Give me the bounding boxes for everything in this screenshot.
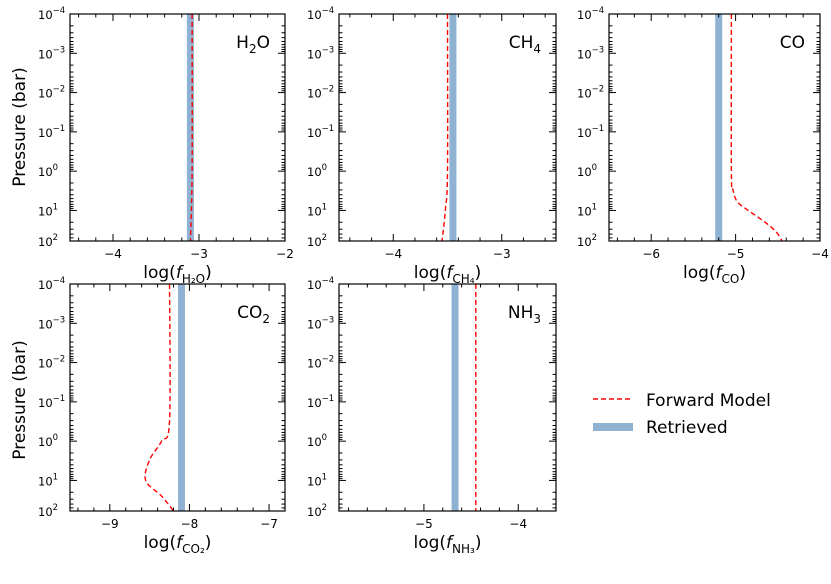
x-tick-label: −5 [727,247,745,261]
y-tick-label: 10−1 [307,394,334,410]
species-title: CO [780,33,805,53]
y-tick-label: 10−2 [307,85,334,101]
panel-co: −6 −5 −4 10−4 10−3 10−2 10−1 100 101 102 CO log(fCO… [577,6,829,286]
y-tick-label: 102 [577,233,597,249]
y-tick-label: 102 [307,233,327,249]
y-tick-label: 10−1 [577,124,604,140]
x-axis-label: log(fCO₂) [144,533,212,556]
y-tick-label: 100 [38,433,58,449]
y-tick-label: 100 [307,433,327,449]
species-title: NH3 [508,303,541,326]
species-title: CH4 [509,33,541,56]
y-tick-label: 101 [38,202,58,218]
axes-frame [69,13,286,242]
x-axis-label: log(fCO) [683,263,746,286]
x-tick-label: −4 [509,517,527,531]
y-tick-label: 100 [307,163,327,179]
species-title: CO2 [237,303,270,326]
panel-h2o: −4 −3 −2 10−4 10−3 10−2 10−1 100 101 102 H2O log(fH… [38,6,294,286]
x-tick-label: −3 [493,247,511,261]
axes-frame [608,13,821,242]
y-tick-label: 10−3 [307,45,334,61]
panel-nh3: −5 −4 10−4 10−3 10−2 10−1 100 101 102 NH3 log(fNH₃… [307,276,557,556]
y-tick-label: 101 [577,202,597,218]
legend-forward-label: Forward Model [646,391,771,411]
legend: Forward Model Retrieved [593,391,771,438]
y-axis-label-bottom: Pressure (bar) [10,340,30,459]
y-tick-label: 101 [307,202,327,218]
panel-co2: −9 −8 −7 10−4 10−3 10−2 10−1 100 101 102 CO2 log(fC… [38,276,286,556]
panel-ch4: −4 −3 10−4 10−3 10−2 10−1 100 101 102 CH4 log(fCH₄… [307,6,557,286]
y-tick-label: 10−3 [38,315,65,331]
y-tick-label: 10−4 [307,6,334,22]
y-tick-label: 100 [577,163,597,179]
axes-frame [69,283,286,512]
axes-frame [338,283,557,512]
forward-model-line [144,284,175,511]
x-tick-label: −4 [104,247,122,261]
y-tick-label: 102 [307,503,327,519]
x-tick-label: −2 [276,247,294,261]
y-tick-label: 10−2 [307,355,334,371]
y-tick-label: 10−3 [38,45,65,61]
y-tick-label: 100 [38,163,58,179]
forward-model-line [730,14,783,241]
x-tick-label: −8 [181,517,199,531]
forward-model-line [441,14,449,241]
y-tick-label: 10−2 [38,355,65,371]
y-tick-label: 10−2 [38,85,65,101]
y-tick-label: 101 [307,472,327,488]
y-tick-label: 102 [38,503,58,519]
y-tick-label: 10−4 [38,6,65,22]
y-axis-label-top: Pressure (bar) [10,67,30,186]
forward-model-line [189,14,193,241]
y-tick-label: 10−4 [577,6,604,22]
y-tick-label: 101 [38,472,58,488]
x-axis-label: log(fCH₄) [414,263,481,286]
y-tick-label: 10−3 [307,315,334,331]
y-tick-label: 10−1 [38,124,65,140]
x-tick-label: −7 [260,517,278,531]
x-tick-label: −4 [384,247,402,261]
x-tick-label: −9 [101,517,119,531]
y-tick-label: 10−4 [38,276,65,292]
y-tick-label: 10−3 [577,45,604,61]
x-tick-label: −5 [415,517,433,531]
x-tick-label: −6 [642,247,660,261]
axes-frame [338,13,557,242]
y-tick-label: 102 [38,233,58,249]
x-axis-label: log(fNH₃) [413,533,481,556]
y-tick-label: 10−1 [307,124,334,140]
panels: −4 −3 −2 10−4 10−3 10−2 10−1 100 101 102 H2O log(fH… [38,6,829,556]
x-tick-label: −4 [811,247,829,261]
x-axis-label: log(fH₂O) [143,263,211,286]
x-tick-label: −3 [190,247,208,261]
y-tick-label: 10−4 [307,276,334,292]
species-title: H2O [236,33,270,56]
y-tick-label: 10−1 [38,394,65,410]
legend-retrieved-label: Retrieved [646,418,728,438]
y-tick-label: 10−2 [577,85,604,101]
